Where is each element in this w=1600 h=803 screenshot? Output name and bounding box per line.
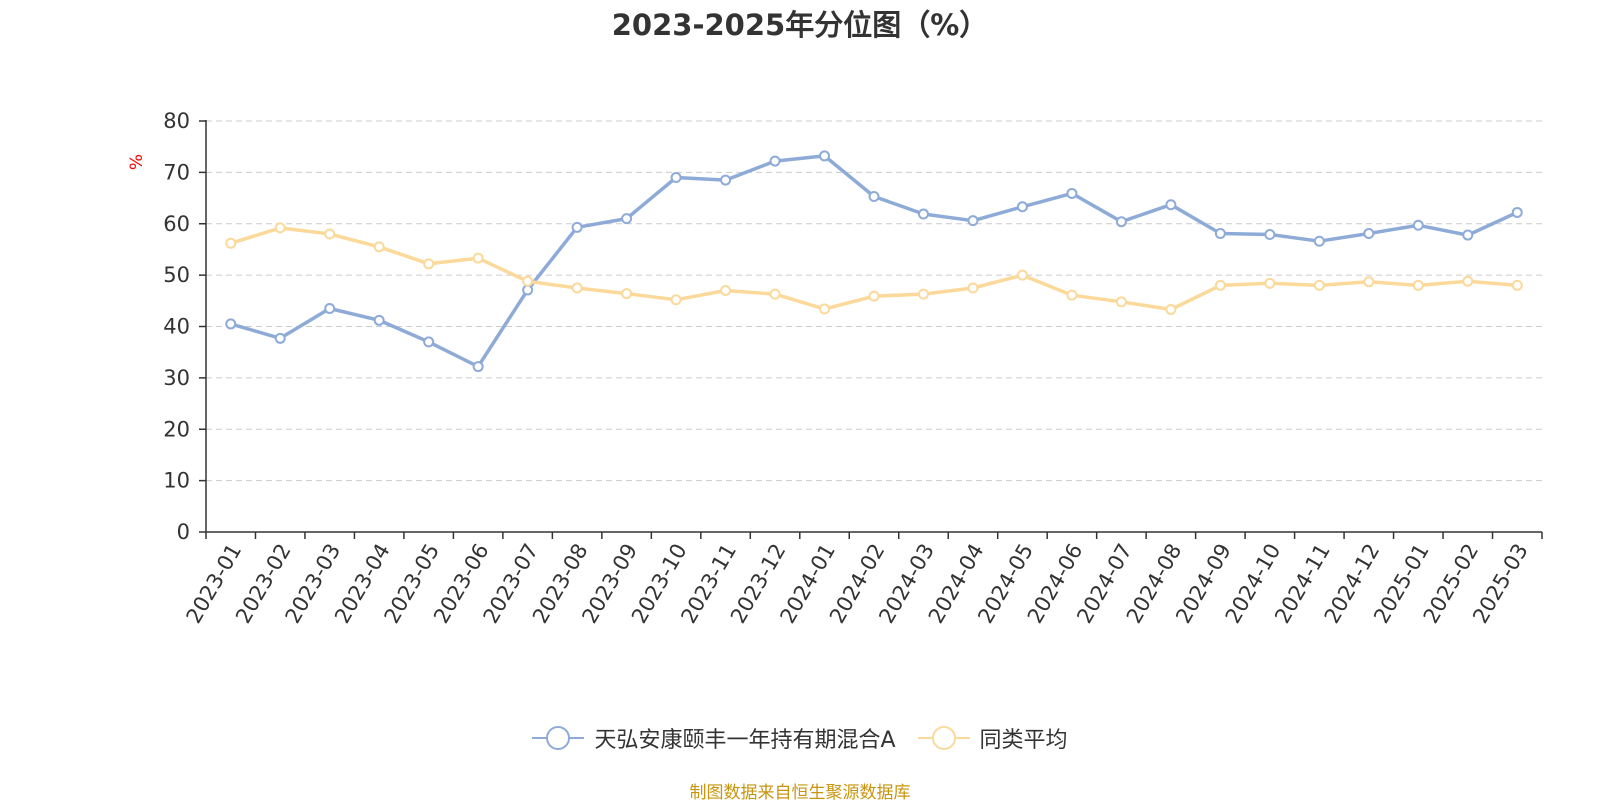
series-1-point-2023-06 (472, 252, 484, 264)
y-axis-unit: % (127, 154, 147, 170)
series-1-point-2025-03 (1511, 279, 1523, 291)
series-0-point-2023-10 (670, 172, 682, 184)
series (225, 150, 1523, 373)
series-0-point-2024-12 (1363, 228, 1375, 240)
axes: 010203040506070802023-012023-022023-0320… (163, 109, 1543, 627)
series-1-point-2025-02 (1462, 275, 1474, 287)
legend-swatch-peer-average (917, 725, 970, 751)
series-1-point-2024-06 (1066, 289, 1078, 301)
y-tick-label-70: 70 (163, 160, 190, 184)
y-tick-label-30: 30 (163, 366, 190, 390)
series-0-point-2024-01 (819, 150, 831, 162)
y-tick-label-50: 50 (163, 263, 190, 287)
series-1-point-2024-04 (967, 282, 979, 294)
series-0-point-2025-03 (1511, 206, 1523, 218)
series-0-point-2024-09 (1214, 228, 1226, 240)
legend-label-fund: 天弘安康颐丰一年持有期混合A (594, 728, 896, 753)
legend: 天弘安康颐丰一年持有期混合A 同类平均 (0, 722, 1600, 754)
series-1-point-2023-03 (324, 228, 336, 240)
series-1-point-2023-10 (670, 294, 682, 306)
series-1-point-2024-02 (868, 290, 880, 302)
series-0-point-2024-11 (1313, 235, 1325, 247)
series-0-point-2024-04 (967, 215, 979, 227)
chart: 010203040506070802023-012023-022023-0320… (127, 109, 1543, 627)
series-0-point-2023-02 (274, 332, 286, 344)
series-1-point-2023-12 (769, 288, 781, 300)
series-0-point-2023-07 (522, 284, 534, 296)
series-1-point-2023-04 (373, 241, 385, 253)
series-0-point-2024-07 (1115, 216, 1127, 228)
chart-title: 2023-2025年分位图（%） (611, 8, 989, 42)
grid-lines (206, 120, 1542, 482)
series-1-point-2024-10 (1264, 277, 1276, 289)
series-1-point-2023-09 (621, 288, 633, 300)
series-0-point-2025-02 (1462, 229, 1474, 241)
y-tick-label-40: 40 (163, 315, 190, 339)
series-0-point-2024-06 (1066, 187, 1078, 199)
legend-item-fund[interactable]: 天弘安康颐丰一年持有期混合A (532, 722, 896, 754)
series-0-point-2024-08 (1165, 199, 1177, 211)
series-0-point-2023-05 (423, 336, 435, 348)
legend-label-peer-average: 同类平均 (979, 728, 1068, 753)
series-0-point-2023-06 (472, 361, 484, 373)
legend-swatch-fund (532, 725, 585, 751)
y-tick-label-10: 10 (163, 469, 190, 493)
data-source-note: 制图数据来自恒生聚源数据库 (689, 783, 911, 803)
y-tick-label-0: 0 (177, 520, 190, 544)
series-0-point-2023-03 (324, 303, 336, 315)
series-1-point-2023-05 (423, 258, 435, 270)
series-0-point-2023-09 (621, 213, 633, 225)
series-1-point-2023-07 (522, 275, 534, 287)
series-1-point-2024-07 (1115, 296, 1127, 308)
series-1-point-2024-11 (1313, 279, 1325, 291)
series-1-point-2023-01 (225, 237, 237, 249)
y-tick-label-80: 80 (163, 109, 190, 133)
y-tick-label-20: 20 (163, 417, 190, 441)
series-0-point-2023-04 (373, 314, 385, 326)
series-1-point-2024-12 (1363, 276, 1375, 288)
legend-item-peer-average[interactable]: 同类平均 (917, 722, 1068, 754)
series-1-point-2024-09 (1214, 279, 1226, 291)
series-1-point-2024-01 (819, 303, 831, 315)
series-0-point-2023-12 (769, 155, 781, 167)
series-1-point-2023-08 (571, 282, 583, 294)
series-1-point-2024-05 (1016, 269, 1028, 281)
series-1-point-2023-11 (720, 285, 732, 297)
series-0-point-2024-05 (1016, 201, 1028, 213)
series-0-point-2024-02 (868, 191, 880, 203)
series-1-point-2023-02 (274, 222, 286, 234)
series-1-point-2024-03 (917, 288, 929, 300)
y-tick-label-60: 60 (163, 212, 190, 236)
series-1-point-2025-01 (1412, 279, 1424, 291)
series-0-point-2024-03 (917, 208, 929, 220)
series-0-point-2025-01 (1412, 219, 1424, 231)
series-0-point-2023-01 (225, 318, 237, 330)
series-0-point-2023-11 (720, 174, 732, 186)
series-0-point-2024-10 (1264, 229, 1276, 241)
series-1-point-2024-08 (1165, 304, 1177, 316)
series-0-point-2023-08 (571, 221, 583, 233)
